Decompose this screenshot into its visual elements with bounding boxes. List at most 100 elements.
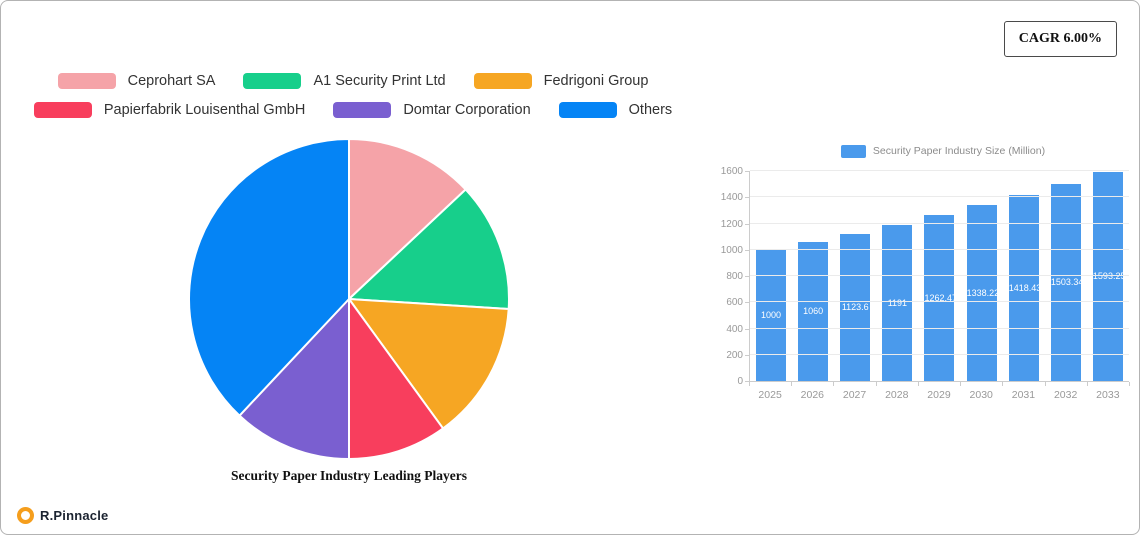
legend-item[interactable]: Fedrigoni Group: [473, 72, 649, 89]
x-axis-labels: 2025 2026 2027 2028 2029 2030 2031 2032 2033: [749, 382, 1130, 401]
bar-slot: 1123.6: [834, 233, 876, 381]
bar-slot: 1000: [750, 249, 792, 381]
bar-value-label: 1338.22: [966, 288, 997, 299]
legend-item[interactable]: Domtar Corporation: [333, 101, 531, 118]
bar[interactable]: 1593.25: [1092, 171, 1123, 381]
x-axis-tick: [960, 382, 962, 386]
bar[interactable]: 1262.47: [924, 215, 955, 381]
legend-item-label: A1 Security Print Ltd: [313, 72, 446, 89]
x-axis-tick-label: 2028: [885, 389, 909, 401]
bar[interactable]: 1123.6: [840, 233, 871, 381]
brand-name: R.Pinnacle: [40, 508, 109, 523]
gridline: [750, 353, 1129, 355]
bar-plot-area: 1000 1060 1123.6 1191 1262.47 1338.22 1418.43 1…: [749, 170, 1129, 382]
y-axis-tick-label: 800: [726, 271, 743, 282]
bar-value-label: 1123.6: [841, 302, 869, 313]
pinnacle-logo-icon: [17, 507, 34, 524]
pie-slice[interactable]: [348, 138, 467, 300]
y-axis-tick: [745, 197, 749, 199]
pie-slice[interactable]: [238, 298, 350, 460]
y-axis-tick-label: 400: [726, 323, 743, 335]
pie-slice[interactable]: [348, 298, 445, 460]
x-axis-tick-label: 2031: [1011, 389, 1036, 401]
y-axis-tick-label: 200: [726, 349, 743, 361]
x-axis-tick-label: 2027: [842, 389, 867, 401]
pie-slice[interactable]: [188, 138, 350, 417]
bar-chart: Security Paper Industry Size (Million) 1…: [701, 143, 1137, 413]
legend-item[interactable]: Others: [558, 101, 673, 118]
bar-value-label: 1593.25: [1092, 271, 1123, 282]
bar-value-label: 1503.34: [1050, 277, 1081, 288]
bar[interactable]: 1000: [756, 249, 787, 381]
pie-slice[interactable]: [348, 298, 510, 430]
pie-legend: Ceprohart SA A1 Security Print Ltd Fedrigo…: [9, 73, 697, 131]
y-axis-tick-label: 1200: [720, 218, 743, 230]
y-axis-tick: [745, 302, 749, 304]
bar[interactable]: 1338.22: [966, 205, 997, 381]
pie-chart-title: Security Paper Industry Leading Players: [231, 468, 467, 483]
y-axis-tick: [745, 276, 749, 277]
bar-legend-label: Security Paper Industry Size (Million): [872, 145, 1046, 157]
legend-swatch: [57, 73, 116, 89]
x-axis-tick-label: 2032: [1053, 389, 1078, 401]
cagr-badge: CAGR 6.00%: [1003, 21, 1117, 57]
x-axis-tick-label: 2030: [969, 389, 993, 401]
legend-item-label: Domtar Corporation: [403, 101, 531, 118]
x-axis-tick: [917, 382, 919, 386]
x-axis-tick-label: 2033: [1096, 389, 1120, 401]
bar-slot: 1418.43: [1003, 194, 1045, 381]
bar-slot: 1262.47: [918, 215, 960, 381]
legend-swatch: [33, 102, 92, 118]
y-axis-tick-label: 0: [737, 376, 743, 387]
x-axis-tick: [1086, 382, 1088, 386]
bar[interactable]: 1503.34: [1050, 183, 1081, 381]
y-axis-tick: [745, 381, 749, 382]
y-axis-tick: [745, 171, 749, 172]
legend-item-label: Fedrigoni Group: [543, 72, 649, 89]
bar-value-label: 1262.47: [924, 293, 955, 304]
legend-swatch: [558, 102, 617, 118]
bar[interactable]: 1060: [798, 241, 829, 381]
legend-item-label: Ceprohart SA: [127, 72, 216, 89]
legend-item-label: Others: [628, 101, 673, 118]
x-axis-tick-label: 2026: [800, 389, 824, 401]
y-axis-tick: [745, 249, 749, 251]
legend-swatch: [473, 73, 532, 89]
legend-item[interactable]: Papierfabrik Louisenthal GmbH: [33, 102, 305, 118]
bar-slot: 1060: [792, 241, 834, 381]
pie-slice[interactable]: [348, 188, 510, 311]
x-axis-tick: [749, 382, 750, 386]
brand-logo: R.Pinnacle: [17, 507, 108, 524]
legend-swatch: [333, 102, 392, 118]
bar[interactable]: 1418.43: [1008, 194, 1039, 381]
x-axis-tick-label: 2025: [758, 389, 782, 401]
gridline: [750, 248, 1129, 250]
y-axis-tick-label: 600: [726, 297, 743, 309]
bars-row: 1000 1060 1123.6 1191 1262.47 1338.22 1418.43 1…: [750, 171, 1129, 381]
y-axis-tick-label: 1400: [720, 192, 743, 204]
pie-chart[interactable]: [184, 134, 514, 464]
bar-value-label: 1000: [761, 310, 782, 321]
gridline: [750, 196, 1129, 198]
x-axis-tick-label: 2029: [927, 389, 951, 401]
bar-slot: 1593.25: [1087, 171, 1129, 381]
legend-item[interactable]: A1 Security Print Ltd: [243, 72, 446, 89]
legend-item[interactable]: Ceprohart SA: [57, 72, 216, 89]
bar[interactable]: 1191: [882, 224, 913, 381]
gridline: [750, 222, 1129, 224]
legend-swatch: [243, 73, 302, 89]
y-axis-tick: [745, 354, 749, 356]
x-axis-tick: [791, 382, 793, 386]
bar-value-label: 1191: [887, 297, 908, 308]
bar-value-label: 1418.43: [1008, 282, 1039, 293]
bar-value-label: 1060: [803, 306, 824, 317]
x-axis-tick: [875, 382, 877, 386]
y-axis-tick-label: 1600: [720, 166, 743, 177]
bar-slot: 1338.22: [961, 205, 1003, 381]
gridline: [750, 327, 1129, 329]
gridline: [750, 275, 1129, 276]
x-axis-tick: [1129, 382, 1130, 386]
bar-chart-legend[interactable]: Security Paper Industry Size (Million): [749, 143, 1137, 159]
x-axis-tick: [1002, 382, 1004, 386]
